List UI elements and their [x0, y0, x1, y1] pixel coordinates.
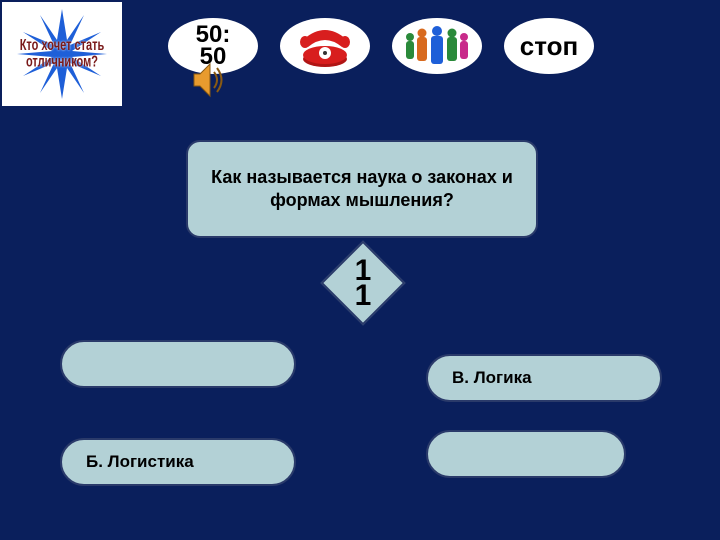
lifeline-stop-label: стоп: [520, 31, 578, 62]
lifeline-audience[interactable]: [392, 18, 482, 74]
answer-v-label: В. Логика: [452, 368, 532, 388]
lifeline-stop[interactable]: стоп: [504, 18, 594, 74]
question-number-diamond: 11: [320, 240, 406, 326]
answer-b[interactable]: Б. Логистика: [60, 438, 296, 486]
audience-icon: [398, 23, 476, 69]
speaker-icon: [190, 60, 226, 100]
game-logo: Кто хочет статьотличником?: [2, 2, 122, 106]
answer-b-label: Б. Логистика: [86, 452, 194, 472]
lifeline-phone[interactable]: [280, 18, 370, 74]
question-text: Как называется наука о законах и формах …: [206, 166, 518, 213]
answer-a[interactable]: [60, 340, 296, 388]
logo-text: Кто хочет статьотличником?: [20, 37, 105, 71]
lifelines-row: 50: 50 стоп: [168, 18, 594, 74]
answer-v[interactable]: В. Логика: [426, 354, 662, 402]
question-number: 11: [355, 258, 372, 309]
phone-icon: [290, 23, 360, 69]
question-panel: Как называется наука о законах и формах …: [186, 140, 538, 238]
answer-g[interactable]: [426, 430, 626, 478]
answers-grid: В. Логика Б. Логистика: [60, 340, 660, 486]
